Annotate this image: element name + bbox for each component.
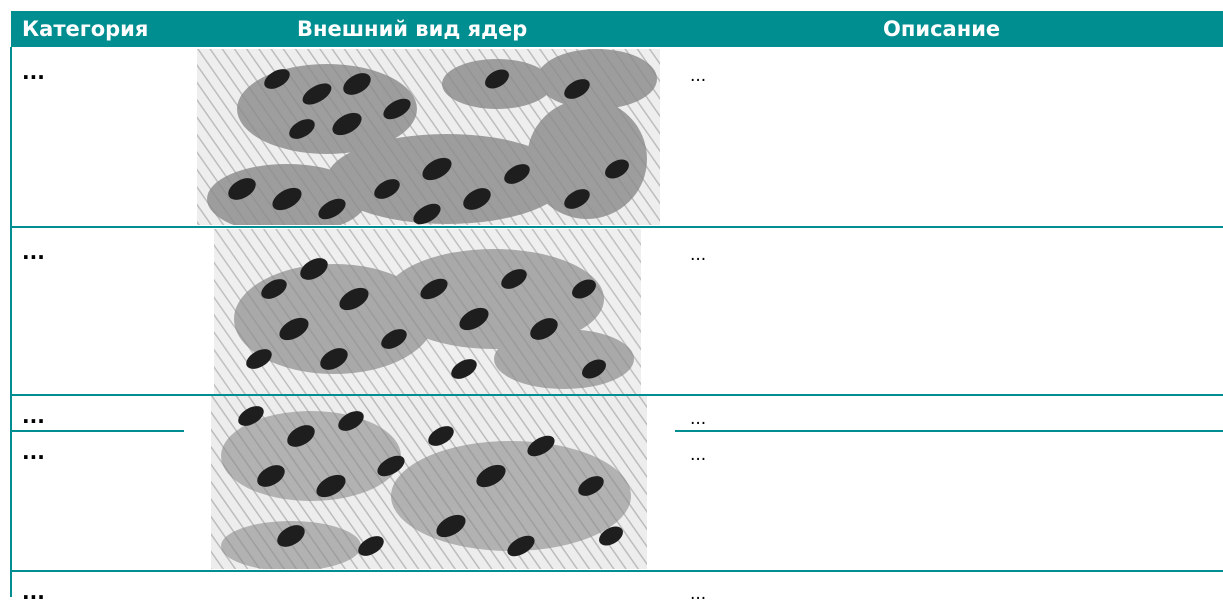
row-divider-2 [11,394,1223,396]
row-1-description: ... [690,66,707,86]
row-1-category: ... [22,60,45,84]
row-divider-3a [11,430,184,432]
row-divider-1 [11,226,1223,228]
row-5-category: ... [22,580,45,604]
row-5-description: ... [690,584,707,604]
nuclei-image-2 [214,229,641,394]
nuclei-image-1 [197,49,660,225]
row-4-category: ... [22,440,45,464]
table-left-border [10,47,12,597]
row-2-category: ... [22,240,45,264]
header-category: Категория [22,17,149,41]
header-nuclei-appearance: Внешний вид ядер [297,17,528,41]
row-4-description: ... [690,445,707,465]
row-3-description: ... [690,409,707,429]
row-2-description: ... [690,245,707,265]
nuclei-image-3 [211,396,647,569]
row-divider-3b [675,430,1223,432]
header-description: Описание [883,17,1001,41]
table-header: Категория Внешний вид ядер Описание [11,11,1223,47]
row-3-category: ... [22,404,45,428]
row-divider-4 [11,570,1223,572]
